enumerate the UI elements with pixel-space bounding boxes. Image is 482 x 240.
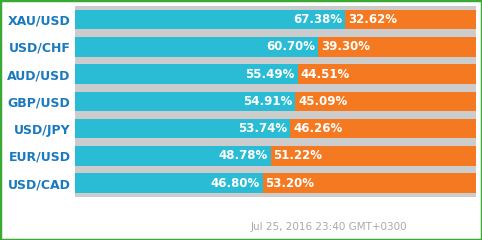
Text: 45.09%: 45.09% — [298, 95, 347, 108]
Bar — [75, 37, 319, 57]
Bar — [297, 64, 476, 84]
Text: Jul 25, 2016 23:40 GMT+0300: Jul 25, 2016 23:40 GMT+0300 — [251, 222, 407, 232]
Bar — [75, 88, 476, 115]
Bar — [263, 173, 476, 193]
Bar — [75, 60, 476, 88]
Bar — [75, 33, 476, 60]
Text: 67.38%: 67.38% — [294, 13, 342, 26]
Bar — [75, 142, 476, 169]
Text: 55.49%: 55.49% — [245, 68, 295, 81]
Bar — [75, 6, 476, 33]
Text: 53.20%: 53.20% — [266, 177, 314, 190]
Text: 39.30%: 39.30% — [321, 40, 370, 53]
Bar — [75, 173, 263, 193]
Bar — [75, 169, 476, 197]
Text: 32.62%: 32.62% — [348, 13, 397, 26]
Text: 46.26%: 46.26% — [293, 122, 343, 135]
Bar — [75, 10, 345, 30]
Text: 53.74%: 53.74% — [239, 122, 288, 135]
Text: 60.70%: 60.70% — [267, 40, 316, 53]
Bar — [75, 64, 297, 84]
Text: 48.78%: 48.78% — [218, 150, 268, 162]
Bar — [270, 146, 476, 166]
Bar — [75, 115, 476, 142]
Bar — [295, 92, 476, 111]
Text: 51.22%: 51.22% — [273, 150, 322, 162]
Bar — [75, 92, 295, 111]
Bar — [345, 10, 476, 30]
Text: 54.91%: 54.91% — [243, 95, 293, 108]
Bar — [319, 37, 476, 57]
Bar — [291, 119, 476, 138]
Text: 44.51%: 44.51% — [300, 68, 349, 81]
Bar — [75, 146, 270, 166]
Bar — [75, 119, 291, 138]
Text: 46.80%: 46.80% — [211, 177, 260, 190]
